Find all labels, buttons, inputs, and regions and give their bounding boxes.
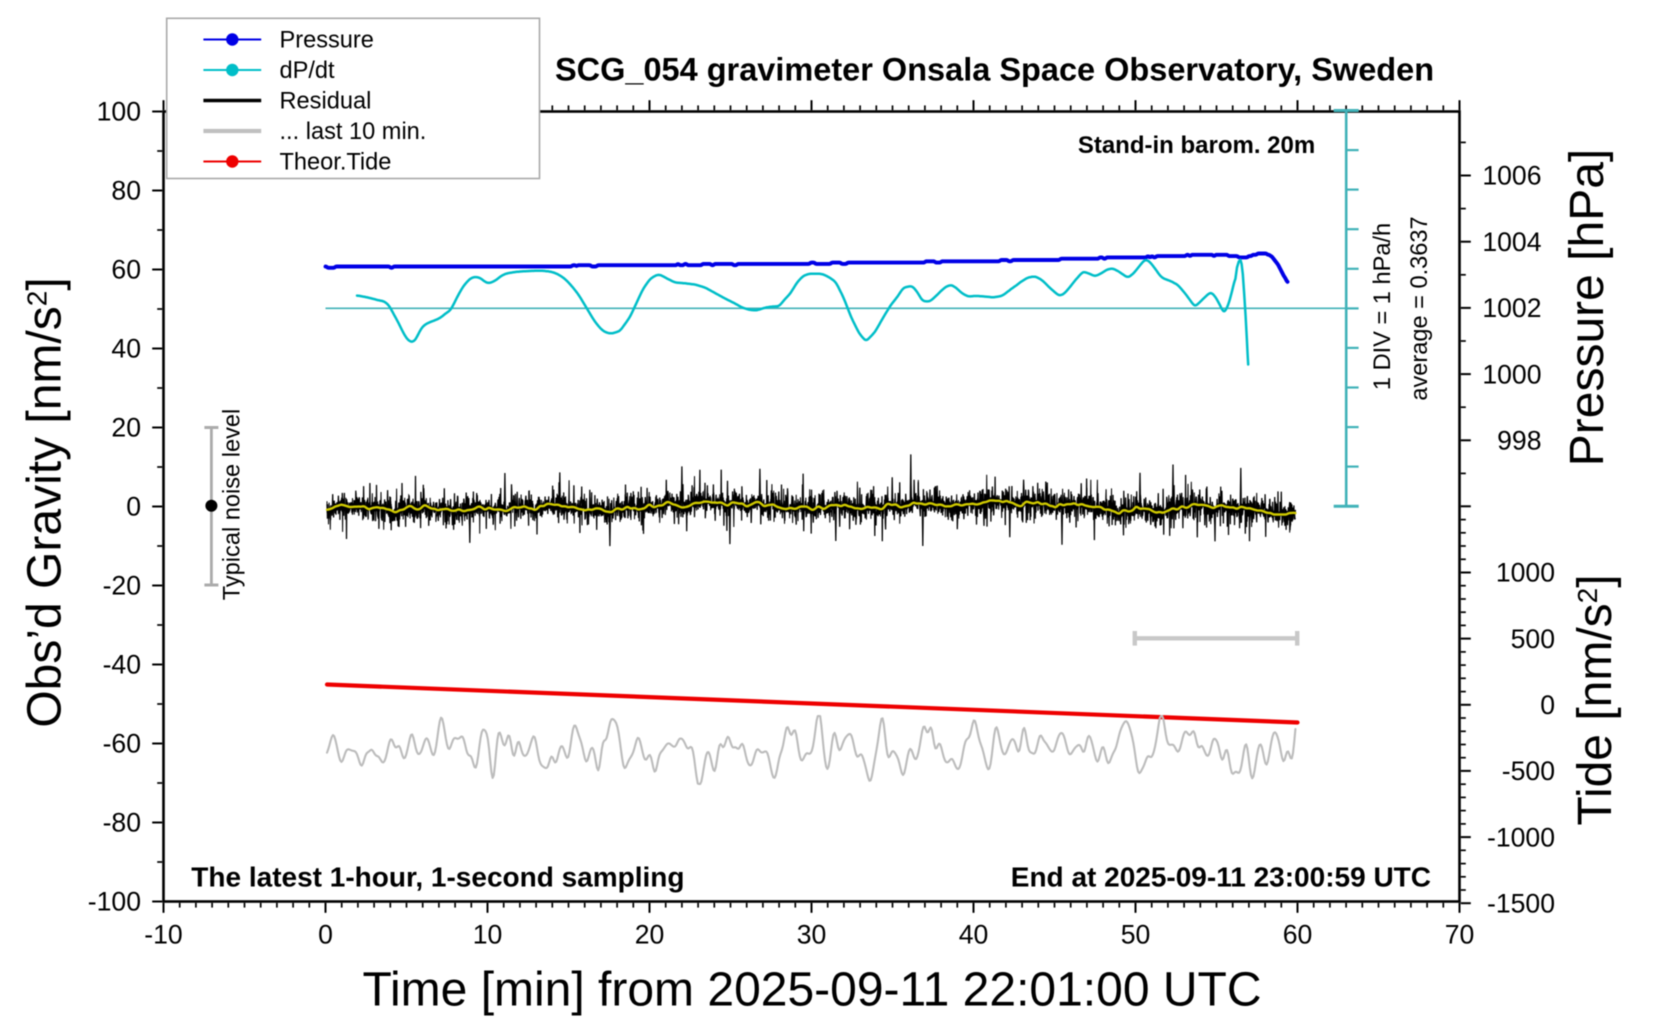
svg-text:80: 80	[111, 176, 141, 206]
svg-text:1 DIV = 1 hPa/h: 1 DIV = 1 hPa/h	[1370, 223, 1396, 390]
svg-text:30: 30	[797, 920, 827, 950]
svg-text:0: 0	[126, 492, 141, 522]
svg-text:100: 100	[97, 97, 141, 127]
svg-text:-60: -60	[103, 729, 141, 759]
svg-text:50: 50	[1121, 920, 1151, 950]
svg-text:Residual: Residual	[280, 89, 372, 115]
svg-text:0: 0	[1540, 690, 1555, 720]
svg-text:Tide [nm/s2]: Tide [nm/s2]	[1569, 574, 1622, 825]
svg-text:998: 998	[1497, 426, 1541, 456]
svg-text:-20: -20	[103, 571, 141, 601]
svg-text:-40: -40	[103, 650, 141, 680]
svg-text:SCG_054 gravimeter Onsala Spac: SCG_054 gravimeter Onsala Space Observat…	[555, 52, 1434, 88]
svg-text:1006: 1006	[1482, 161, 1541, 191]
svg-text:End at 2025-09-11 23:00:59 UTC: End at 2025-09-11 23:00:59 UTC	[1011, 862, 1431, 893]
svg-text:-80: -80	[103, 808, 141, 838]
svg-text:60: 60	[1283, 920, 1313, 950]
svg-text:0: 0	[318, 920, 333, 950]
svg-text:-1500: -1500	[1487, 889, 1555, 919]
svg-text:... last 10 min.: ... last 10 min.	[280, 119, 427, 145]
svg-text:Theor.Tide: Theor.Tide	[280, 150, 392, 176]
svg-text:1000: 1000	[1496, 558, 1555, 588]
svg-text:10: 10	[473, 920, 503, 950]
svg-text:70: 70	[1445, 920, 1475, 950]
svg-text:40: 40	[959, 920, 989, 950]
svg-text:Time [min] from 2025-09-11 22:: Time [min] from 2025-09-11 22:01:00 UTC	[362, 964, 1261, 1017]
svg-text:1000: 1000	[1482, 359, 1541, 389]
svg-text:1002: 1002	[1482, 293, 1541, 323]
svg-text:-500: -500	[1502, 756, 1555, 786]
svg-text:The latest 1-hour, 1-second sa: The latest 1-hour, 1-second sampling	[191, 862, 684, 893]
svg-text:average = 0.3637: average = 0.3637	[1407, 216, 1433, 400]
svg-text:dP/dt: dP/dt	[280, 58, 336, 84]
svg-text:Typical noise level: Typical noise level	[220, 409, 246, 600]
svg-text:1004: 1004	[1482, 227, 1541, 257]
svg-text:20: 20	[111, 413, 141, 443]
svg-text:Obs’d Gravity [nm/s2]: Obs’d Gravity [nm/s2]	[19, 277, 72, 727]
svg-text:-100: -100	[88, 887, 141, 917]
svg-text:Pressure [hPa]: Pressure [hPa]	[1561, 149, 1614, 466]
svg-text:20: 20	[635, 920, 665, 950]
svg-text:60: 60	[111, 255, 141, 285]
svg-text:Pressure: Pressure	[280, 28, 374, 54]
svg-text:-10: -10	[144, 920, 182, 950]
svg-text:500: 500	[1511, 624, 1555, 654]
svg-text:-1000: -1000	[1487, 822, 1555, 852]
svg-text:Stand-in barom. 20m: Stand-in barom. 20m	[1078, 132, 1315, 159]
svg-text:40: 40	[111, 334, 141, 364]
